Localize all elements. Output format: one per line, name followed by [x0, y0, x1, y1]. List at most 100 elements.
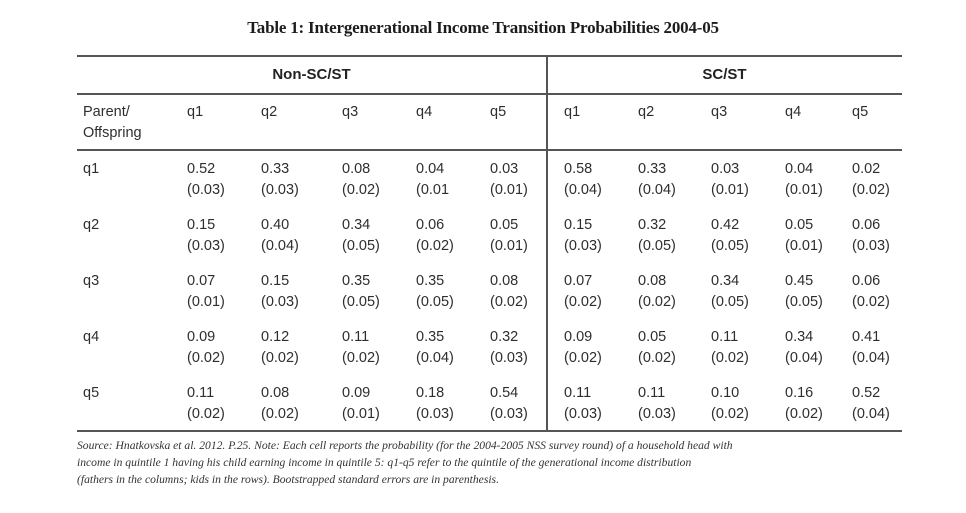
probability-cell: 0.05: [638, 329, 667, 345]
column-header: q3: [342, 104, 359, 120]
row-label: q2: [83, 217, 100, 233]
standard-error-cell: (0.05): [342, 294, 380, 310]
group-header-rule: [77, 93, 902, 95]
standard-error-cell: (0.03): [187, 238, 225, 254]
column-header: q4: [785, 104, 802, 120]
probability-cell: 0.34: [711, 273, 740, 289]
standard-error-cell: (0.05): [416, 294, 454, 310]
standard-error-cell: (0.01): [490, 238, 528, 254]
probability-cell: 0.11: [638, 385, 666, 401]
standard-error-cell: (0.04): [785, 350, 823, 366]
note-line: (fathers in the columns; kids in the row…: [77, 473, 499, 486]
probability-cell: 0.09: [342, 385, 371, 401]
probability-cell: 0.15: [564, 217, 593, 233]
probability-cell: 0.05: [785, 217, 814, 233]
standard-error-cell: (0.02): [711, 350, 749, 366]
probability-cell: 0.32: [638, 217, 667, 233]
probability-cell: 0.52: [852, 385, 881, 401]
probability-cell: 0.06: [852, 273, 881, 289]
standard-error-cell: (0.02): [261, 406, 299, 422]
standard-error-cell: (0.03): [564, 238, 602, 254]
probability-cell: 0.11: [342, 329, 370, 345]
standard-error-cell: (0.02): [852, 294, 890, 310]
probability-cell: 0.05: [490, 217, 519, 233]
probability-cell: 0.04: [416, 161, 445, 177]
probability-cell: 0.07: [187, 273, 216, 289]
column-header: q1: [187, 104, 204, 120]
bottom-rule: [77, 430, 902, 432]
probability-cell: 0.54: [490, 385, 519, 401]
standard-error-cell: (0.02): [638, 350, 676, 366]
probability-cell: 0.18: [416, 385, 445, 401]
column-header: q4: [416, 104, 433, 120]
column-header: q2: [261, 104, 278, 120]
standard-error-cell: (0.01): [187, 294, 225, 310]
standard-error-cell: (0.04): [638, 182, 676, 198]
column-header: q1: [564, 104, 581, 120]
standard-error-cell: (0.02): [342, 182, 380, 198]
standard-error-cell: (0.03): [416, 406, 454, 422]
standard-error-cell: (0.01): [785, 182, 823, 198]
standard-error-cell: (0.01): [711, 182, 749, 198]
standard-error-cell: (0.04): [852, 350, 890, 366]
top-rule: [77, 55, 902, 57]
standard-error-cell: (0.02): [852, 182, 890, 198]
probability-cell: 0.12: [261, 329, 290, 345]
probability-cell: 0.45: [785, 273, 814, 289]
probability-cell: 0.04: [785, 161, 814, 177]
probability-cell: 0.08: [342, 161, 371, 177]
probability-cell: 0.35: [416, 329, 445, 345]
standard-error-cell: (0.01): [490, 182, 528, 198]
probability-cell: 0.41: [852, 329, 881, 345]
probability-cell: 0.15: [187, 217, 216, 233]
probability-cell: 0.09: [187, 329, 216, 345]
column-header: q5: [490, 104, 507, 120]
standard-error-cell: (0.01): [342, 406, 380, 422]
note-line: income in quintile 1 having his child ea…: [77, 456, 692, 469]
probability-cell: 0.08: [638, 273, 667, 289]
standard-error-cell: (0.05): [342, 238, 380, 254]
probability-cell: 0.06: [416, 217, 445, 233]
standard-error-cell: (0.03): [261, 294, 299, 310]
standard-error-cell: (0.02): [711, 406, 749, 422]
column-header: q3: [711, 104, 728, 120]
probability-cell: 0.52: [187, 161, 216, 177]
standard-error-cell: (0.02): [490, 294, 528, 310]
standard-error-cell: (0.05): [711, 294, 749, 310]
probability-cell: 0.11: [711, 329, 739, 345]
standard-error-cell: (0.04): [416, 350, 454, 366]
standard-error-cell: (0.03): [261, 182, 299, 198]
standard-error-cell: (0.05): [785, 294, 823, 310]
probability-cell: 0.16: [785, 385, 814, 401]
probability-cell: 0.40: [261, 217, 290, 233]
note-line: Source: Hnatkovska et al. 2012. P.25. No…: [77, 439, 733, 452]
probability-cell: 0.34: [785, 329, 814, 345]
standard-error-cell: (0.03): [852, 238, 890, 254]
standard-error-cell: (0.05): [711, 238, 749, 254]
probability-cell: 0.11: [564, 385, 592, 401]
standard-error-cell: (0.05): [638, 238, 676, 254]
standard-error-cell: (0.02): [638, 294, 676, 310]
standard-error-cell: (0.02): [564, 294, 602, 310]
probability-cell: 0.34: [342, 217, 371, 233]
standard-error-cell: (0.03): [564, 406, 602, 422]
probability-cell: 0.11: [187, 385, 215, 401]
column-header-rule: [77, 149, 902, 151]
probability-cell: 0.58: [564, 161, 593, 177]
standard-error-cell: (0.02): [416, 238, 454, 254]
probability-cell: 0.10: [711, 385, 740, 401]
column-header: q5: [852, 104, 869, 120]
probability-cell: 0.15: [261, 273, 290, 289]
standard-error-cell: (0.04): [852, 406, 890, 422]
probability-cell: 0.33: [638, 161, 667, 177]
group-divider: [546, 56, 548, 432]
row-label: q1: [83, 161, 100, 177]
probability-cell: 0.03: [490, 161, 519, 177]
standard-error-cell: (0.02): [187, 406, 225, 422]
row-header-label: Offspring: [83, 125, 142, 141]
probability-cell: 0.42: [711, 217, 740, 233]
standard-error-cell: (0.01): [785, 238, 823, 254]
table-title: Table 1: Intergenerational Income Transi…: [247, 18, 719, 37]
standard-error-cell: (0.03): [490, 406, 528, 422]
probability-cell: 0.06: [852, 217, 881, 233]
